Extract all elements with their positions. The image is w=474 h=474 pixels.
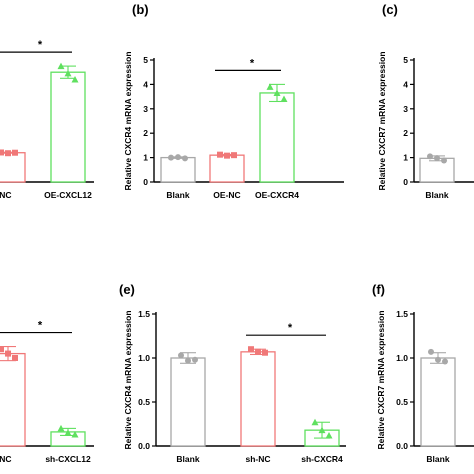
data-point <box>182 155 188 162</box>
significance-star: * <box>288 322 293 334</box>
data-point <box>280 95 288 103</box>
data-point <box>435 356 441 363</box>
y-tick-label: 1.5 <box>396 309 408 319</box>
category-label: Blank <box>176 454 199 464</box>
y-tick-label: 0.5 <box>138 397 150 407</box>
bar <box>170 357 206 447</box>
category-label: Blank <box>425 190 448 200</box>
y-axis-title: Relative CXCR4 mRNA expression <box>123 310 133 449</box>
y-tick-label: 1.5 <box>138 309 150 319</box>
y-tick-label: 2 <box>403 128 408 138</box>
panel-4: -NC sh-CXCL12 * <box>0 320 94 464</box>
y-axis-title: Relative CXCR7 mRNA expression <box>376 310 386 449</box>
panel-letter: (b) <box>132 2 149 17</box>
category-label: -NC <box>0 190 12 200</box>
y-tick-label: 0.0 <box>138 441 150 451</box>
data-point <box>12 355 18 361</box>
bar <box>0 152 26 183</box>
data-point <box>5 150 11 157</box>
y-tick-label: 5 <box>403 55 408 65</box>
data-point <box>71 76 79 83</box>
data-point <box>175 154 181 161</box>
significance-star: * <box>38 320 43 332</box>
y-tick-label: 1.0 <box>396 353 408 363</box>
data-point <box>0 346 4 353</box>
data-point <box>224 152 230 159</box>
bar <box>50 71 86 183</box>
data-point <box>441 157 447 164</box>
significance-star: * <box>250 57 255 69</box>
panel-1: -NC OE-CXCL12 * <box>0 39 94 200</box>
category-label: OE-NC <box>213 190 240 200</box>
category-label: sh-CXCR4 <box>301 454 343 464</box>
category-label: OE-CXCR4 <box>255 190 299 200</box>
data-point <box>12 149 18 156</box>
data-point <box>192 356 198 363</box>
y-tick-label: 4 <box>403 79 408 89</box>
data-point <box>255 348 261 355</box>
data-point <box>434 155 440 162</box>
data-point <box>262 349 268 356</box>
data-point <box>325 431 333 439</box>
panel-2: (b) Relative CXCR4 mRNA expression 0 1 2 3 4 5 B… <box>123 2 344 200</box>
data-point <box>427 153 433 160</box>
y-tick-label: 4 <box>143 79 148 89</box>
y-tick-label: 2 <box>143 128 148 138</box>
data-point <box>71 431 79 438</box>
y-tick-label: 3 <box>143 104 148 114</box>
panel-6: (f) Relative CXCR7 mRNA expression 0.0 0.5 1… <box>372 282 474 464</box>
panel-letter: (f) <box>372 282 385 297</box>
y-tick-label: 0 <box>143 177 148 187</box>
data-point <box>248 346 254 353</box>
data-point <box>178 352 184 359</box>
bar <box>160 156 196 183</box>
y-tick-label: 5 <box>143 55 148 65</box>
category-label: -NC <box>0 454 12 464</box>
data-point <box>318 426 326 434</box>
data-point <box>57 424 65 432</box>
bar <box>259 92 295 183</box>
data-point <box>231 152 237 159</box>
category-label: sh-NC <box>245 454 270 464</box>
data-point <box>168 154 174 161</box>
y-tick-label: 1 <box>403 153 408 163</box>
data-point <box>273 89 281 96</box>
bar <box>0 352 26 447</box>
y-axis-title: Relative CXCR7 mRNA expression <box>377 51 387 190</box>
panel-letter: (c) <box>382 2 398 17</box>
category-label: Blank <box>166 190 189 200</box>
bar <box>420 357 456 447</box>
y-axis-title: Relative CXCR4 mRNA expression <box>123 51 133 190</box>
data-point <box>428 348 434 355</box>
data-point <box>64 69 72 77</box>
y-tick-label: 0.5 <box>396 397 408 407</box>
significance-star: * <box>38 39 43 51</box>
data-point <box>0 149 4 156</box>
data-point <box>311 418 319 426</box>
data-point <box>217 151 223 158</box>
y-tick-label: 1 <box>143 153 148 163</box>
data-point <box>64 429 72 436</box>
y-tick-label: 1.0 <box>138 353 150 363</box>
category-label: Blank <box>426 454 449 464</box>
y-tick-label: 3 <box>403 104 408 114</box>
data-point <box>57 62 65 70</box>
y-tick-label: 0.0 <box>396 441 408 451</box>
category-label: OE-CXCL12 <box>44 190 92 200</box>
data-point <box>185 357 191 364</box>
panel-5: (e) Relative CXCR4 mRNA expression 0.0 0.5 1… <box>119 282 346 464</box>
y-tick-label: 0 <box>403 177 408 187</box>
bar <box>240 351 276 447</box>
bar <box>419 157 455 183</box>
data-point <box>442 358 448 365</box>
panel-3: (c) Relative CXCR7 mRNA expression 0 1 2 3 4 5 B… <box>377 2 474 200</box>
data-point <box>5 350 11 357</box>
data-point <box>266 83 274 90</box>
panel-letter: (e) <box>119 282 135 297</box>
bar <box>209 154 245 183</box>
category-label: sh-CXCL12 <box>45 454 91 464</box>
